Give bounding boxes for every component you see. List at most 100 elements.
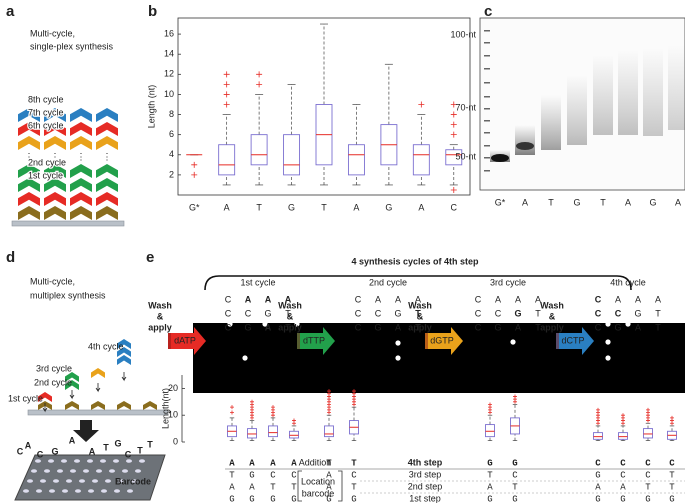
panel-letter: c <box>484 3 492 20</box>
gel-smear <box>643 48 663 136</box>
barcode-base: T <box>645 482 651 492</box>
grid-base: G <box>374 322 381 332</box>
barcode-letter: A <box>25 440 32 450</box>
outlier <box>450 101 457 108</box>
row-label: 1st step <box>409 493 441 503</box>
ladder-band <box>484 120 490 122</box>
x-tick-label: T <box>256 202 262 212</box>
chevron <box>18 178 40 192</box>
barcode-letter: C <box>37 449 44 459</box>
grid-base: A <box>535 294 541 304</box>
barcode-letter: A <box>89 446 96 456</box>
barcode-letter: T <box>137 445 143 455</box>
barcode-base: T <box>487 470 493 480</box>
chevron <box>96 192 118 206</box>
y-tick-label: 6 <box>169 129 174 139</box>
grid-base: T <box>535 322 541 332</box>
ellipsis-dots: ⋮ <box>25 151 34 161</box>
spot <box>262 321 268 327</box>
spot <box>70 469 76 473</box>
spot <box>75 489 81 493</box>
chevron <box>96 136 118 150</box>
spot <box>61 459 67 463</box>
spot <box>605 321 611 327</box>
chevron <box>65 372 79 382</box>
y-tick-label: 4 <box>169 149 174 159</box>
ellipsis-dots: ⋮ <box>51 151 60 161</box>
reagent-stripe <box>168 333 171 349</box>
cycle-label: 4th cycle <box>88 341 124 351</box>
panel-letter: e <box>146 249 154 266</box>
reagent-stripe <box>556 333 559 349</box>
addition-base: A <box>291 458 297 468</box>
grid-base: T <box>415 308 421 318</box>
spot <box>62 489 68 493</box>
chevron <box>44 122 66 136</box>
y-axis-label: Length(nt) <box>160 388 170 429</box>
y-tick-label: 14 <box>164 49 174 59</box>
addition-base: G <box>487 458 492 468</box>
chevron <box>91 401 105 410</box>
spot <box>36 489 42 493</box>
chevron <box>96 178 118 192</box>
chevron <box>70 192 92 206</box>
spot <box>87 459 93 463</box>
grid-base: C <box>495 308 502 318</box>
grid-base: C <box>355 308 362 318</box>
gel-smear <box>593 55 613 135</box>
chevron <box>143 401 157 410</box>
drop-arrow <box>42 403 48 413</box>
barcode-letter: T <box>103 442 109 452</box>
ladder-band <box>484 157 490 159</box>
spot <box>31 469 37 473</box>
box <box>643 428 653 439</box>
grid-base: A <box>375 294 381 304</box>
barcode-letter: C <box>17 446 24 456</box>
lane-label: T <box>548 197 554 207</box>
grid-base: A <box>515 322 521 332</box>
barcode-letter: G <box>51 446 58 456</box>
ladder-band <box>484 42 490 44</box>
outlier <box>223 81 230 88</box>
grid-base: C <box>475 308 482 318</box>
barcode-base: T <box>270 482 276 492</box>
chevron <box>18 192 40 206</box>
barcode-base: G <box>229 494 234 503</box>
wash-label: Wash <box>540 300 564 310</box>
grid-base: A <box>615 294 621 304</box>
outlier <box>450 111 457 118</box>
plate-image <box>590 323 685 393</box>
chevron <box>18 206 40 220</box>
grid-base: C <box>355 322 362 332</box>
reagent-stripe <box>297 333 300 349</box>
spot <box>113 459 119 463</box>
outlier <box>230 410 234 415</box>
barcode-base: T <box>512 482 518 492</box>
ladder-band <box>484 132 490 134</box>
chevron <box>44 108 66 122</box>
y-tick-label: 0 <box>173 436 178 446</box>
x-tick-label: A <box>353 202 359 212</box>
spot <box>23 489 29 493</box>
y-tick-label: 16 <box>164 28 174 38</box>
size-marker: 70-nt <box>455 102 476 112</box>
barcode-base: G <box>512 494 517 503</box>
barcode-base: C <box>620 470 626 480</box>
wash-label: apply <box>278 322 302 332</box>
chevron <box>70 136 92 150</box>
outlier <box>352 389 356 394</box>
grid-base: C <box>355 294 362 304</box>
grid-base: A <box>265 294 272 304</box>
y-tick-label: 10 <box>168 410 178 420</box>
spot <box>48 459 54 463</box>
substrate <box>11 220 125 227</box>
barcode-base: C <box>512 470 518 480</box>
barcode-base: G <box>249 470 254 480</box>
outlier <box>513 394 517 399</box>
outlier <box>256 81 263 88</box>
grid-base: C <box>225 308 232 318</box>
wash-label: & <box>287 311 294 321</box>
grid-base: G <box>244 322 251 332</box>
box <box>347 144 365 176</box>
addition-base: C <box>620 458 626 468</box>
